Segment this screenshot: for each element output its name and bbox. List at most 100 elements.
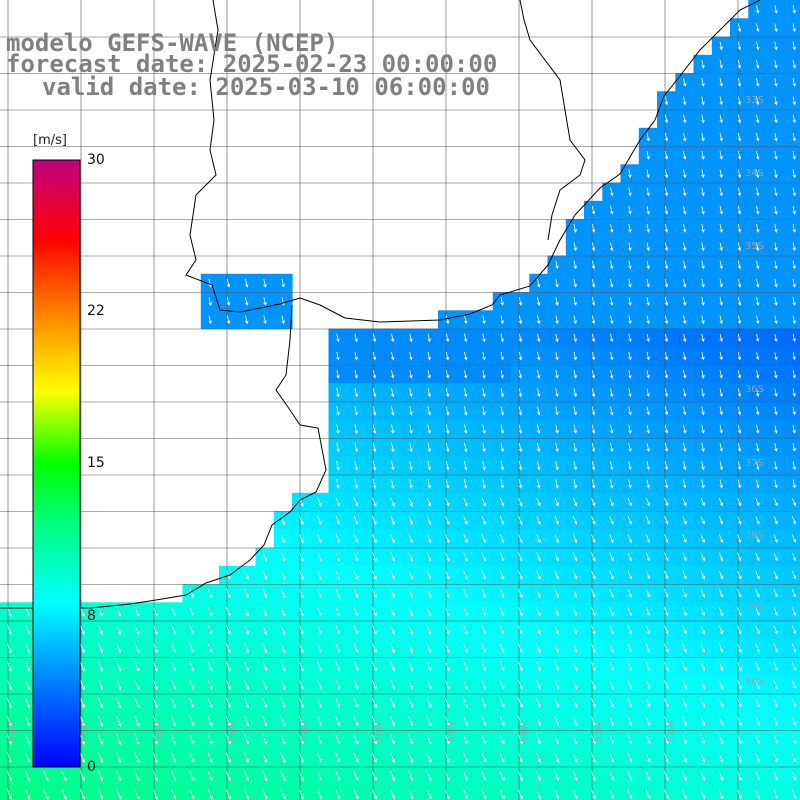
wind-arrow bbox=[664, 607, 669, 617]
colorbar-tick-22: 22 bbox=[87, 303, 105, 319]
wind-arrow bbox=[791, 498, 797, 507]
wind-arrow bbox=[609, 224, 614, 233]
wind-arrow bbox=[682, 242, 687, 252]
wind-arrow bbox=[736, 770, 742, 781]
wind-arrow bbox=[499, 643, 505, 653]
wind-arrow bbox=[573, 242, 577, 252]
wind-arrow bbox=[591, 516, 596, 525]
wind-speed-cell bbox=[784, 346, 800, 366]
wind-arrow bbox=[225, 788, 231, 800]
wind-speed-cell bbox=[91, 784, 111, 800]
wind-arrow bbox=[628, 260, 632, 270]
wind-speed-cell bbox=[365, 784, 384, 800]
wind-arrow bbox=[244, 570, 249, 580]
wind-arrow bbox=[43, 788, 49, 800]
wind-arrow bbox=[263, 297, 267, 306]
wind-arrow bbox=[682, 752, 687, 763]
wind-arrow bbox=[518, 406, 523, 416]
wind-arrow bbox=[391, 479, 395, 490]
lat-label: 40S bbox=[744, 676, 764, 687]
wind-arrow bbox=[701, 442, 705, 453]
wind-arrow bbox=[736, 789, 742, 800]
wind-arrow bbox=[426, 570, 432, 580]
wind-speed-cell bbox=[638, 784, 658, 800]
wind-arrow bbox=[280, 606, 286, 617]
wind-arrow bbox=[463, 661, 468, 672]
wind-arrow bbox=[171, 697, 177, 709]
wind-arrow bbox=[390, 697, 395, 708]
wind-arrow bbox=[664, 552, 669, 562]
lon-label: 58W bbox=[228, 721, 238, 742]
wind-arrow bbox=[409, 351, 413, 361]
wind-arrow bbox=[664, 388, 669, 398]
wind-arrow bbox=[536, 661, 541, 672]
wind-arrow bbox=[280, 715, 286, 727]
wind-arrow bbox=[664, 643, 669, 653]
wind-speed-cell bbox=[784, 766, 800, 786]
wind-arrow bbox=[226, 297, 231, 306]
wind-speed-cell bbox=[784, 584, 800, 603]
wind-arrow bbox=[500, 333, 504, 343]
wind-arrow bbox=[609, 789, 614, 800]
wind-arrow bbox=[609, 534, 614, 544]
wind-speed-cell bbox=[511, 784, 530, 800]
wind-arrow bbox=[427, 424, 432, 435]
wind-arrow bbox=[719, 370, 723, 379]
wind-arrow bbox=[792, 242, 796, 252]
wind-arrow bbox=[353, 734, 359, 745]
wind-arrow bbox=[317, 552, 322, 562]
wind-arrow bbox=[372, 460, 377, 471]
wind-arrow bbox=[773, 643, 778, 653]
wind-arrow bbox=[755, 570, 760, 580]
wind-speed-cell bbox=[784, 200, 800, 220]
wind-arrow bbox=[335, 661, 341, 672]
wind-arrow bbox=[682, 570, 687, 580]
wind-arrow bbox=[792, 424, 796, 434]
wind-arrow bbox=[408, 643, 414, 654]
wind-arrow bbox=[244, 315, 249, 325]
wind-arrow bbox=[280, 570, 286, 580]
wind-arrow bbox=[682, 260, 687, 270]
wind-arrow bbox=[591, 552, 596, 562]
wind-arrow bbox=[427, 406, 431, 416]
wind-speed-cell bbox=[237, 784, 257, 800]
wind-arrow bbox=[573, 297, 577, 306]
wind-arrow bbox=[774, 461, 778, 471]
wind-arrow bbox=[243, 752, 250, 764]
wind-arrow bbox=[207, 624, 213, 635]
wind-arrow bbox=[792, 333, 796, 343]
wind-arrow bbox=[316, 788, 323, 800]
wind-arrow bbox=[170, 788, 177, 800]
wind-arrow bbox=[663, 698, 669, 708]
wind-arrow bbox=[628, 424, 632, 434]
wind-arrow bbox=[755, 498, 760, 507]
wind-arrow bbox=[427, 460, 432, 471]
wind-arrow bbox=[445, 534, 450, 544]
wind-arrow bbox=[445, 315, 450, 325]
wind-arrow bbox=[555, 278, 559, 288]
wind-arrow bbox=[664, 297, 669, 306]
wind-arrow bbox=[409, 406, 413, 416]
wind-arrow bbox=[792, 132, 796, 142]
coastline bbox=[0, 0, 761, 609]
wind-arrow bbox=[773, 680, 779, 690]
wind-arrow bbox=[427, 333, 431, 343]
wind-arrow bbox=[152, 715, 158, 727]
wind-arrow bbox=[719, 224, 723, 233]
wind-arrow bbox=[664, 424, 669, 434]
wind-arrow bbox=[499, 534, 505, 544]
wind-arrow bbox=[627, 734, 633, 745]
wind-arrow bbox=[609, 752, 614, 763]
wind-arrow bbox=[536, 752, 541, 763]
wind-arrow bbox=[791, 734, 797, 745]
wind-arrow bbox=[444, 716, 450, 727]
wind-arrow bbox=[445, 460, 450, 471]
wind-arrow bbox=[555, 333, 559, 343]
wind-arrow bbox=[189, 606, 195, 617]
wind-arrow bbox=[336, 333, 340, 343]
wind-arrow bbox=[482, 351, 486, 361]
wind-arrow bbox=[390, 515, 395, 525]
wind-arrow bbox=[445, 479, 450, 489]
wind-arrow bbox=[98, 661, 104, 672]
wind-arrow bbox=[755, 352, 760, 361]
